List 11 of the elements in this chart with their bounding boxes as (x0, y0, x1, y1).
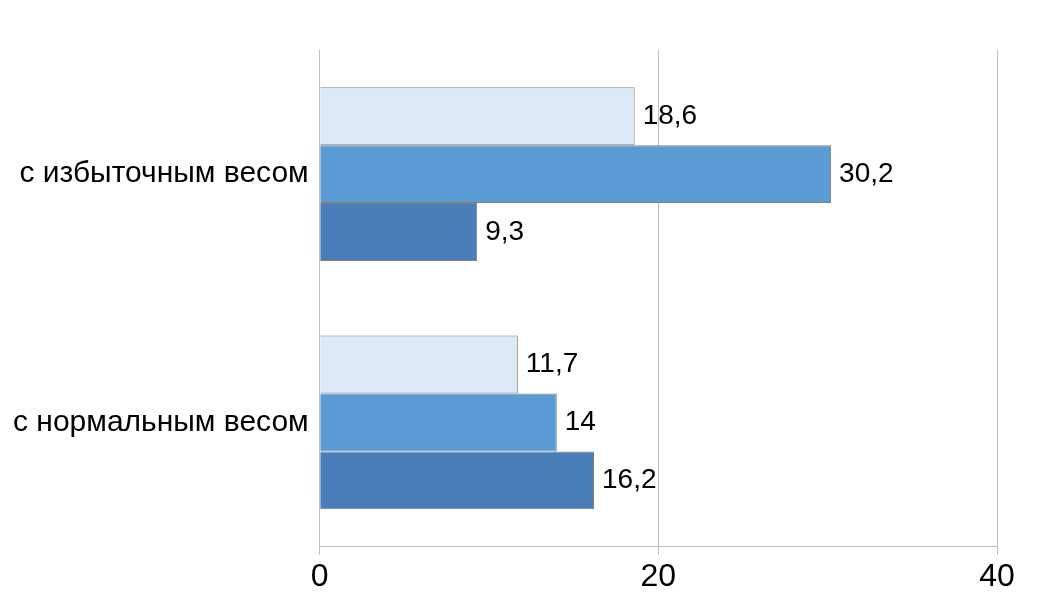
x-tick-label: 20 (640, 556, 677, 593)
data-label: 14 (564, 405, 596, 437)
data-label: 18,6 (642, 98, 698, 130)
x-tick-label: 40 (979, 556, 1015, 593)
data-label: 30,2 (839, 156, 894, 188)
data-label: 11,7 (525, 347, 579, 379)
data-label: 16,2 (602, 463, 657, 495)
data-label: 9,3 (485, 214, 525, 246)
y-tick-label: с избыточным весом (19, 155, 309, 189)
x-tick-label: 0 (310, 556, 329, 593)
y-tick-label: с нормальным весом (12, 403, 309, 437)
